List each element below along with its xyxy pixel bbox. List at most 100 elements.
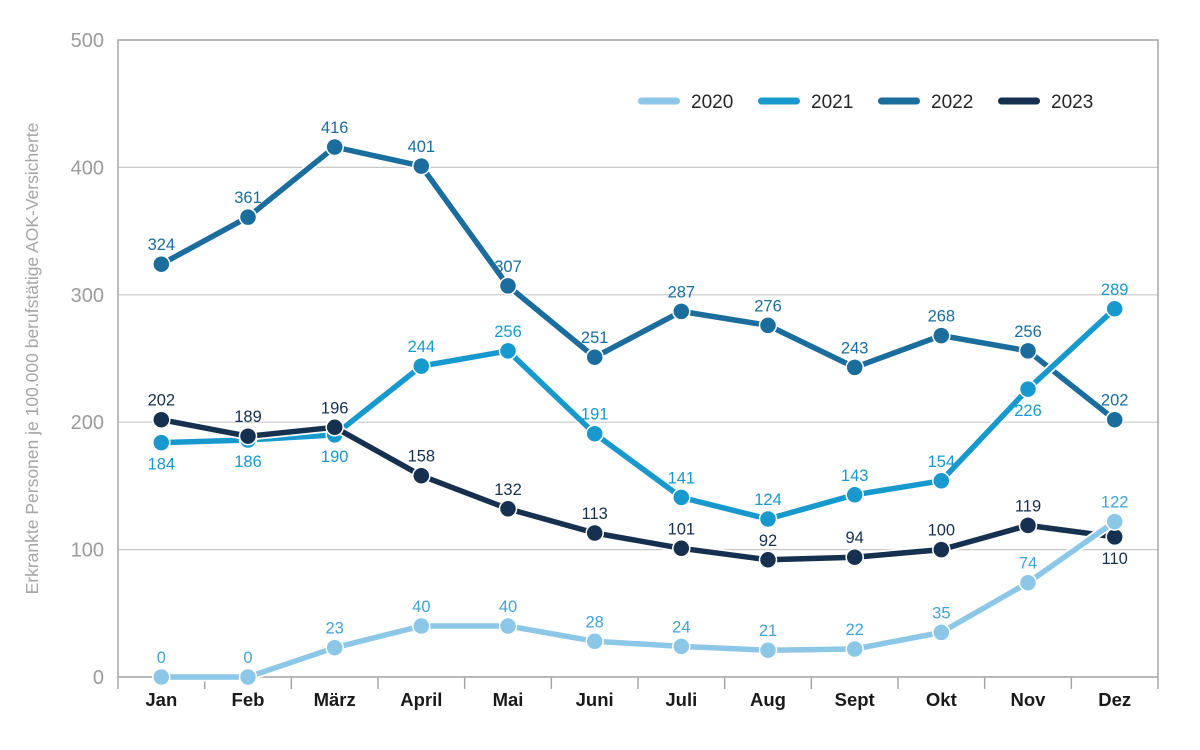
data-point-label-2023: 202 bbox=[148, 392, 176, 410]
x-category-label: Mai bbox=[493, 689, 524, 710]
data-point-2023 bbox=[152, 410, 171, 429]
legend-swatch bbox=[638, 97, 680, 105]
data-point-2022 bbox=[932, 326, 951, 345]
data-point-2022 bbox=[412, 156, 431, 176]
x-category-label: Feb bbox=[232, 689, 265, 710]
x-category-label: Dez bbox=[1098, 689, 1131, 710]
x-category-label: Nov bbox=[1011, 689, 1047, 710]
data-point-label-2023: 110 bbox=[1102, 550, 1128, 568]
data-point-label-2020: 28 bbox=[585, 613, 603, 631]
data-point-label-2020: 24 bbox=[672, 618, 690, 636]
data-point-label-2022: 401 bbox=[408, 138, 436, 156]
data-point-label-2022: 287 bbox=[668, 283, 696, 301]
plot-border bbox=[117, 39, 1159, 678]
data-point-2023 bbox=[585, 523, 604, 543]
data-point-label-2020: 35 bbox=[932, 604, 950, 622]
data-point-label-2020: 122 bbox=[1101, 494, 1129, 512]
data-point-label-2023: 196 bbox=[321, 399, 349, 417]
data-point-2022 bbox=[1105, 410, 1124, 429]
data-point-2020 bbox=[758, 640, 778, 660]
data-point-2023 bbox=[498, 499, 518, 519]
data-point-2020 bbox=[932, 623, 951, 642]
legend-swatch bbox=[758, 97, 800, 105]
legend-swatch bbox=[878, 97, 920, 105]
data-point-label-2022: 251 bbox=[581, 329, 609, 347]
data-point-label-2023: 101 bbox=[668, 520, 696, 538]
data-point-2022 bbox=[238, 207, 258, 227]
data-point-2021 bbox=[152, 433, 171, 452]
data-point-label-2021: 154 bbox=[928, 453, 956, 471]
y-tick-label: 400 bbox=[71, 157, 104, 179]
data-point-2020 bbox=[1105, 512, 1124, 531]
y-tick-label: 200 bbox=[71, 412, 104, 434]
x-category-label: Aug bbox=[750, 689, 786, 710]
data-point-2021 bbox=[1018, 379, 1038, 399]
data-point-2020 bbox=[325, 638, 344, 657]
data-point-2023 bbox=[845, 547, 864, 567]
data-point-label-2021: 190 bbox=[321, 448, 349, 466]
data-point-2021 bbox=[758, 509, 778, 529]
data-point-label-2021: 141 bbox=[668, 469, 696, 487]
data-point-label-2023: 92 bbox=[759, 532, 777, 550]
data-point-label-2023: 132 bbox=[494, 481, 522, 499]
data-point-2023 bbox=[932, 540, 951, 559]
x-category-label: April bbox=[400, 689, 442, 710]
data-point-label-2022: 202 bbox=[1101, 392, 1129, 410]
legend-label: 2022 bbox=[931, 92, 973, 113]
data-point-label-2020: 22 bbox=[845, 621, 863, 639]
data-point-label-2022: 324 bbox=[148, 236, 176, 254]
data-point-label-2021: 124 bbox=[754, 491, 782, 509]
data-point-label-2020: 21 bbox=[759, 622, 777, 640]
legend-swatch bbox=[998, 97, 1040, 105]
data-point-label-2021: 226 bbox=[1014, 402, 1042, 420]
data-point-label-2021: 289 bbox=[1101, 281, 1129, 299]
data-point-2023 bbox=[325, 418, 344, 437]
data-point-2022 bbox=[845, 358, 864, 377]
data-point-label-2021: 256 bbox=[494, 323, 522, 341]
data-point-2020 bbox=[1018, 573, 1038, 592]
series-line-2022 bbox=[158, 144, 1118, 423]
data-point-label-2021: 184 bbox=[148, 456, 176, 474]
data-point-2022 bbox=[498, 276, 518, 296]
data-point-label-2023: 113 bbox=[582, 505, 608, 523]
data-point-label-2023: 189 bbox=[234, 408, 262, 426]
legend-label: 2021 bbox=[811, 92, 853, 113]
data-point-2021 bbox=[412, 356, 431, 376]
data-point-2021 bbox=[932, 471, 951, 491]
data-point-2023 bbox=[672, 539, 691, 558]
data-point-label-2021: 143 bbox=[841, 467, 869, 485]
data-point-label-2022: 307 bbox=[494, 258, 522, 276]
data-point-label-2021: 186 bbox=[234, 453, 262, 471]
data-point-label-2021: 244 bbox=[408, 338, 436, 356]
data-point-label-2022: 416 bbox=[321, 119, 349, 137]
y-axis-title: Erkrankte Personen je 100.000 berufstäti… bbox=[22, 123, 42, 595]
data-point-2022 bbox=[325, 137, 344, 157]
data-point-2021 bbox=[672, 488, 691, 507]
data-point-label-2023: 158 bbox=[408, 448, 436, 466]
data-point-2022 bbox=[585, 347, 604, 367]
data-point-2020 bbox=[412, 616, 431, 636]
data-point-label-2021: 191 bbox=[581, 406, 609, 424]
data-point-label-2020: 0 bbox=[243, 649, 252, 667]
data-point-2022 bbox=[1018, 341, 1038, 361]
data-point-label-2020: 74 bbox=[1019, 555, 1037, 573]
x-category-label: Juni bbox=[576, 689, 614, 710]
data-point-2023 bbox=[758, 550, 778, 570]
series-line-2021 bbox=[158, 306, 1118, 522]
data-point-2020 bbox=[585, 632, 604, 651]
series-line-2023 bbox=[158, 416, 1118, 563]
y-tick-label: 300 bbox=[71, 285, 104, 307]
data-point-label-2022: 276 bbox=[754, 297, 782, 315]
x-category-label: Okt bbox=[926, 689, 957, 710]
data-point-2021 bbox=[845, 485, 864, 505]
data-point-label-2023: 94 bbox=[845, 529, 863, 547]
y-tick-label: 100 bbox=[71, 540, 104, 562]
data-point-label-2020: 23 bbox=[325, 620, 343, 638]
legend-label: 2023 bbox=[1051, 92, 1093, 113]
data-point-label-2020: 40 bbox=[499, 598, 517, 616]
data-point-label-2020: 40 bbox=[412, 598, 430, 616]
y-tick-label: 0 bbox=[93, 667, 104, 689]
data-point-2022 bbox=[672, 302, 691, 321]
